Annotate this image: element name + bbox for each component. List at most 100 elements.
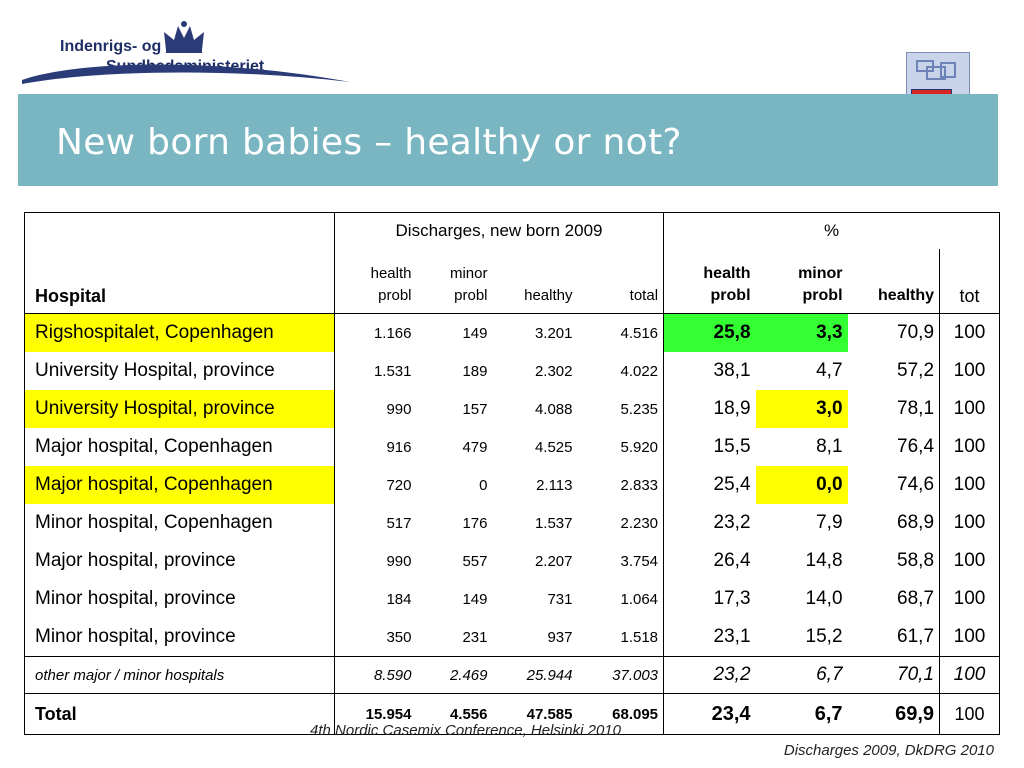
pct-minor-probl-cell: 6,7	[755, 693, 848, 735]
pct-minor-probl-header: minor probl	[798, 265, 843, 304]
data-table: Discharges, new born 2009 % Hospital hea…	[24, 212, 1001, 735]
table-row: Major hospital, Copenhagen 720 0 2.113 2.833…	[24, 466, 1000, 504]
hospital-cell: Rigshospitalet, Copenhagen	[24, 313, 335, 352]
pct-health-probl-cell: 26,4	[663, 542, 756, 580]
pct-healthy-cell: 61,7	[897, 626, 935, 647]
discharges-group-header: Discharges, new born 2009	[333, 212, 664, 249]
health-probl-cell: 720	[334, 466, 417, 504]
healthy-cell: 2.113	[536, 476, 573, 494]
table-group-header-row: Discharges, new born 2009 %	[25, 212, 1000, 249]
pct-healthy-cell: 57,2	[897, 360, 935, 381]
pct-tot-cell: 100	[939, 466, 1000, 504]
minor-probl-cell: 231	[462, 628, 488, 646]
healthy-cell: 2.207	[534, 552, 573, 570]
pct-tot-cell: 100	[939, 693, 1000, 735]
crown-icon	[164, 21, 204, 53]
health-probl-cell: 517	[334, 504, 417, 542]
table-row: University Hospital, province 1.531 189 2.3…	[25, 352, 1000, 390]
healthy-cell: 3.201	[492, 313, 578, 352]
pct-minor-probl-cell: 3,3	[755, 313, 848, 352]
pct-tot-cell: 100	[939, 428, 1000, 466]
pct-tot-header: tot	[939, 249, 1000, 314]
pct-healthy-cell: 58,8	[897, 550, 935, 571]
minor-probl-cell: 149	[462, 590, 488, 608]
health-probl-cell: 916	[334, 428, 417, 466]
minor-probl-cell: 149	[416, 313, 493, 352]
pct-tot-cell: 100	[939, 352, 1000, 390]
pct-healthy-cell: 70,1	[847, 656, 940, 694]
table-row: Minor hospital, province 350 231 937 1.518 23…	[25, 618, 1000, 657]
healthy-cell: 4.525	[534, 438, 573, 456]
minor-probl-cell: 157	[462, 400, 488, 418]
minor-probl-cell: 0	[479, 476, 488, 494]
percent-group-header: %	[663, 212, 1000, 249]
total-header: total	[629, 287, 659, 304]
pct-health-probl-cell: 25,4	[663, 466, 756, 504]
pct-health-probl-cell: 15,5	[663, 428, 756, 466]
hospital-cell: Minor hospital, province	[35, 626, 236, 647]
hospital-cell: University Hospital, province	[35, 360, 275, 381]
total-cell: 5.920	[620, 438, 659, 456]
pct-minor-probl-cell: 6,7	[755, 656, 848, 694]
health-probl-cell: 990	[334, 390, 417, 428]
minor-probl-header: minor probl	[449, 265, 488, 304]
pct-tot-cell: 100	[939, 656, 1000, 694]
pct-minor-probl-cell: 0,0	[755, 466, 848, 504]
hospital-cell: Minor hospital, Copenhagen	[35, 512, 273, 533]
pct-healthy-cell: 70,9	[847, 313, 940, 352]
minor-probl-cell: 189	[462, 362, 488, 380]
table-row: other major / minor hospitals 8.590 2.469 2…	[24, 656, 1000, 694]
pct-minor-probl-cell: 3,0	[755, 390, 848, 428]
hospital-cell: University Hospital, province	[24, 390, 335, 428]
source-note: Discharges 2009, DkDRG 2010	[783, 742, 994, 759]
health-probl-cell: 184	[334, 580, 417, 618]
pct-minor-probl-cell: 4,7	[816, 360, 843, 381]
healthy-cell: 2.302	[534, 362, 573, 380]
hospital-cell: Minor hospital, province	[35, 588, 236, 609]
pct-health-probl-cell: 23,2	[663, 656, 756, 694]
health-probl-cell: 15.954	[334, 693, 417, 735]
healthy-cell: 47.585	[492, 693, 578, 735]
total-cell: 2.833	[620, 476, 659, 494]
healthy-cell: 731	[547, 590, 573, 608]
table-row: Minor hospital, province 184 149 731 1.064 17…	[25, 580, 1000, 618]
health-probl-cell: 1.166	[334, 313, 417, 352]
total-cell: 4.516	[577, 313, 664, 352]
hospital-cell: Total	[24, 693, 335, 735]
pct-health-probl-cell: 25,8	[663, 313, 756, 352]
health-probl-header: health probl	[334, 249, 417, 314]
pct-healthy-cell: 76,4	[897, 436, 935, 457]
conference-footer: 4th Nordic Casemix Conference, Helsinki …	[310, 722, 621, 739]
pct-minor-probl-cell: 7,9	[816, 512, 843, 533]
pct-health-probl-cell: 38,1	[663, 352, 756, 390]
pct-health-probl-cell: 23,2	[663, 504, 756, 542]
pct-health-probl-cell: 23,4	[663, 693, 756, 735]
health-probl-cell: 990	[334, 542, 417, 580]
healthy-header: healthy	[524, 287, 573, 304]
title-banner: New born babies – healthy or not?	[18, 94, 998, 186]
total-cell: 68.095	[577, 693, 664, 735]
pct-healthy-header: healthy	[878, 287, 935, 304]
minor-probl-cell: 557	[462, 552, 488, 570]
hospital-column-header: Hospital	[35, 286, 107, 306]
pct-health-probl-cell: 23,1	[663, 618, 756, 657]
health-probl-cell: 1.531	[334, 352, 417, 390]
health-probl-cell: 350	[334, 618, 417, 657]
pct-minor-probl-cell: 15,2	[805, 626, 843, 647]
table-body: Rigshospitalet, Copenhagen 1.166 149 3.201 4…	[24, 313, 1000, 735]
total-cell: 2.230	[620, 514, 659, 532]
table-column-header-row: Hospital health probl minor probl healthy …	[25, 249, 1000, 314]
total-cell: 3.754	[620, 552, 659, 570]
pct-health-probl-cell: 18,9	[663, 390, 756, 428]
health-probl-cell: 8.590	[334, 656, 417, 694]
table-row: Major hospital, province 990 557 2.207 3.754…	[25, 542, 1000, 580]
total-cell: 1.518	[620, 628, 659, 646]
hospital-cell: Major hospital, Copenhagen	[24, 466, 335, 504]
table-row: Minor hospital, Copenhagen 517 176 1.537 2.2…	[25, 504, 1000, 542]
pct-healthy-cell: 78,1	[897, 398, 935, 419]
pct-tot-cell: 100	[939, 313, 1000, 352]
hospital-cell: Major hospital, Copenhagen	[35, 436, 273, 457]
pct-healthy-cell: 74,6	[897, 474, 935, 495]
pct-minor-probl-cell: 8,1	[816, 436, 843, 457]
table-row: Rigshospitalet, Copenhagen 1.166 149 3.201 4…	[24, 313, 1000, 352]
